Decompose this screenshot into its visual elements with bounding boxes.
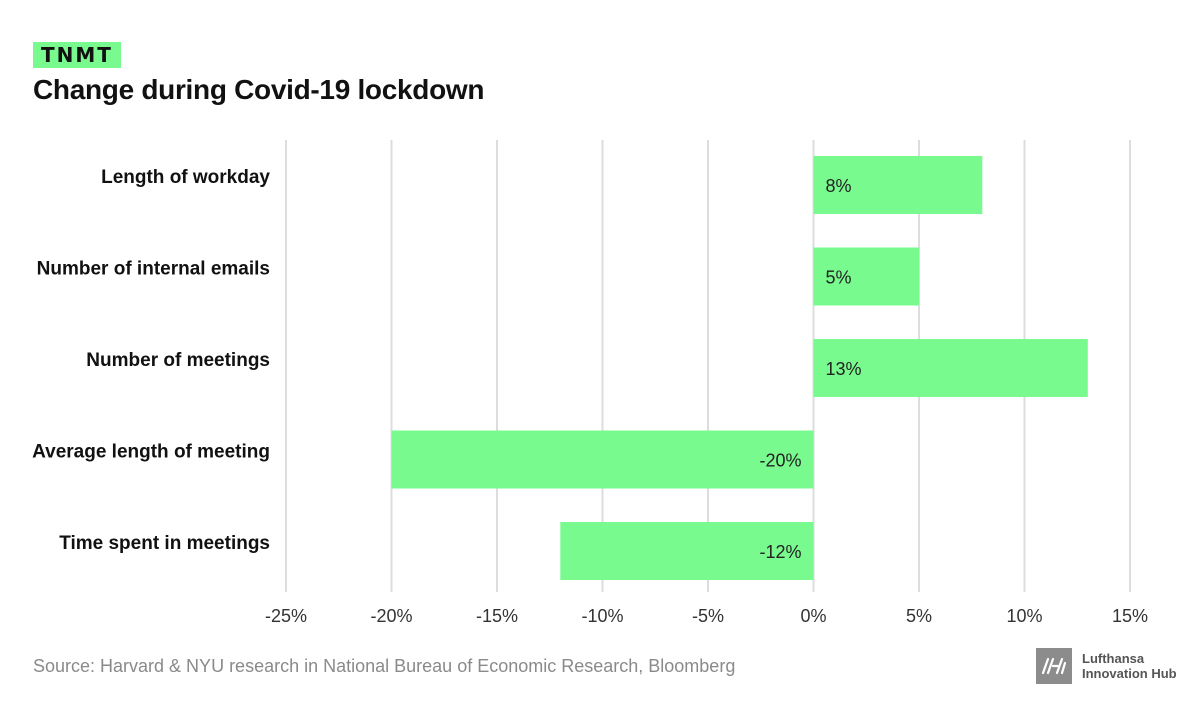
- source-note: Source: Harvard & NYU research in Nation…: [33, 656, 736, 676]
- brand-tag-text: TNMT: [41, 43, 113, 67]
- category-labels: Length of workday Number of internal emai…: [32, 167, 270, 554]
- category-label: Average length of meeting: [32, 442, 270, 463]
- bars: [391, 156, 1088, 580]
- x-tick-label: 15%: [1112, 606, 1148, 626]
- bar: [813, 247, 919, 306]
- x-tick-label: -25%: [265, 606, 307, 626]
- category-label: Number of internal emails: [37, 259, 270, 280]
- category-label: Time spent in meetings: [59, 533, 270, 554]
- category-label: Length of workday: [101, 167, 270, 188]
- x-tick-label: 0%: [800, 606, 826, 626]
- lufthansa-innovation-hub-logo-icon: [1036, 648, 1072, 684]
- x-tick-label: -10%: [581, 606, 623, 626]
- org-name: Lufthansa Innovation Hub: [1082, 651, 1177, 681]
- x-axis-ticks: -25% -20% -15% -10% -5% 0% 5% 10% 15%: [265, 606, 1148, 626]
- x-tick-label: 10%: [1006, 606, 1042, 626]
- data-label: -20%: [759, 451, 801, 471]
- chart-title: Change during Covid-19 lockdown: [33, 74, 485, 105]
- category-label: Number of meetings: [86, 350, 270, 371]
- x-tick-label: -20%: [370, 606, 412, 626]
- brand-tag: TNMT: [33, 42, 121, 68]
- x-tick-label: -15%: [476, 606, 518, 626]
- org-name-line1: Lufthansa: [1082, 651, 1145, 666]
- bar: [560, 522, 814, 580]
- bar: [391, 430, 814, 489]
- data-label: 13%: [826, 359, 862, 379]
- org-name-line2: Innovation Hub: [1082, 666, 1177, 681]
- data-label: 5%: [826, 268, 852, 288]
- data-label: 8%: [826, 176, 852, 196]
- org-credit: Lufthansa Innovation Hub: [1036, 648, 1177, 684]
- bar: [813, 339, 1088, 397]
- bar: [813, 156, 983, 214]
- x-tick-label: 5%: [906, 606, 932, 626]
- x-tick-label: -5%: [692, 606, 724, 626]
- data-labels: 8% 5% 13% -20% -12%: [759, 176, 861, 562]
- data-label: -12%: [759, 542, 801, 562]
